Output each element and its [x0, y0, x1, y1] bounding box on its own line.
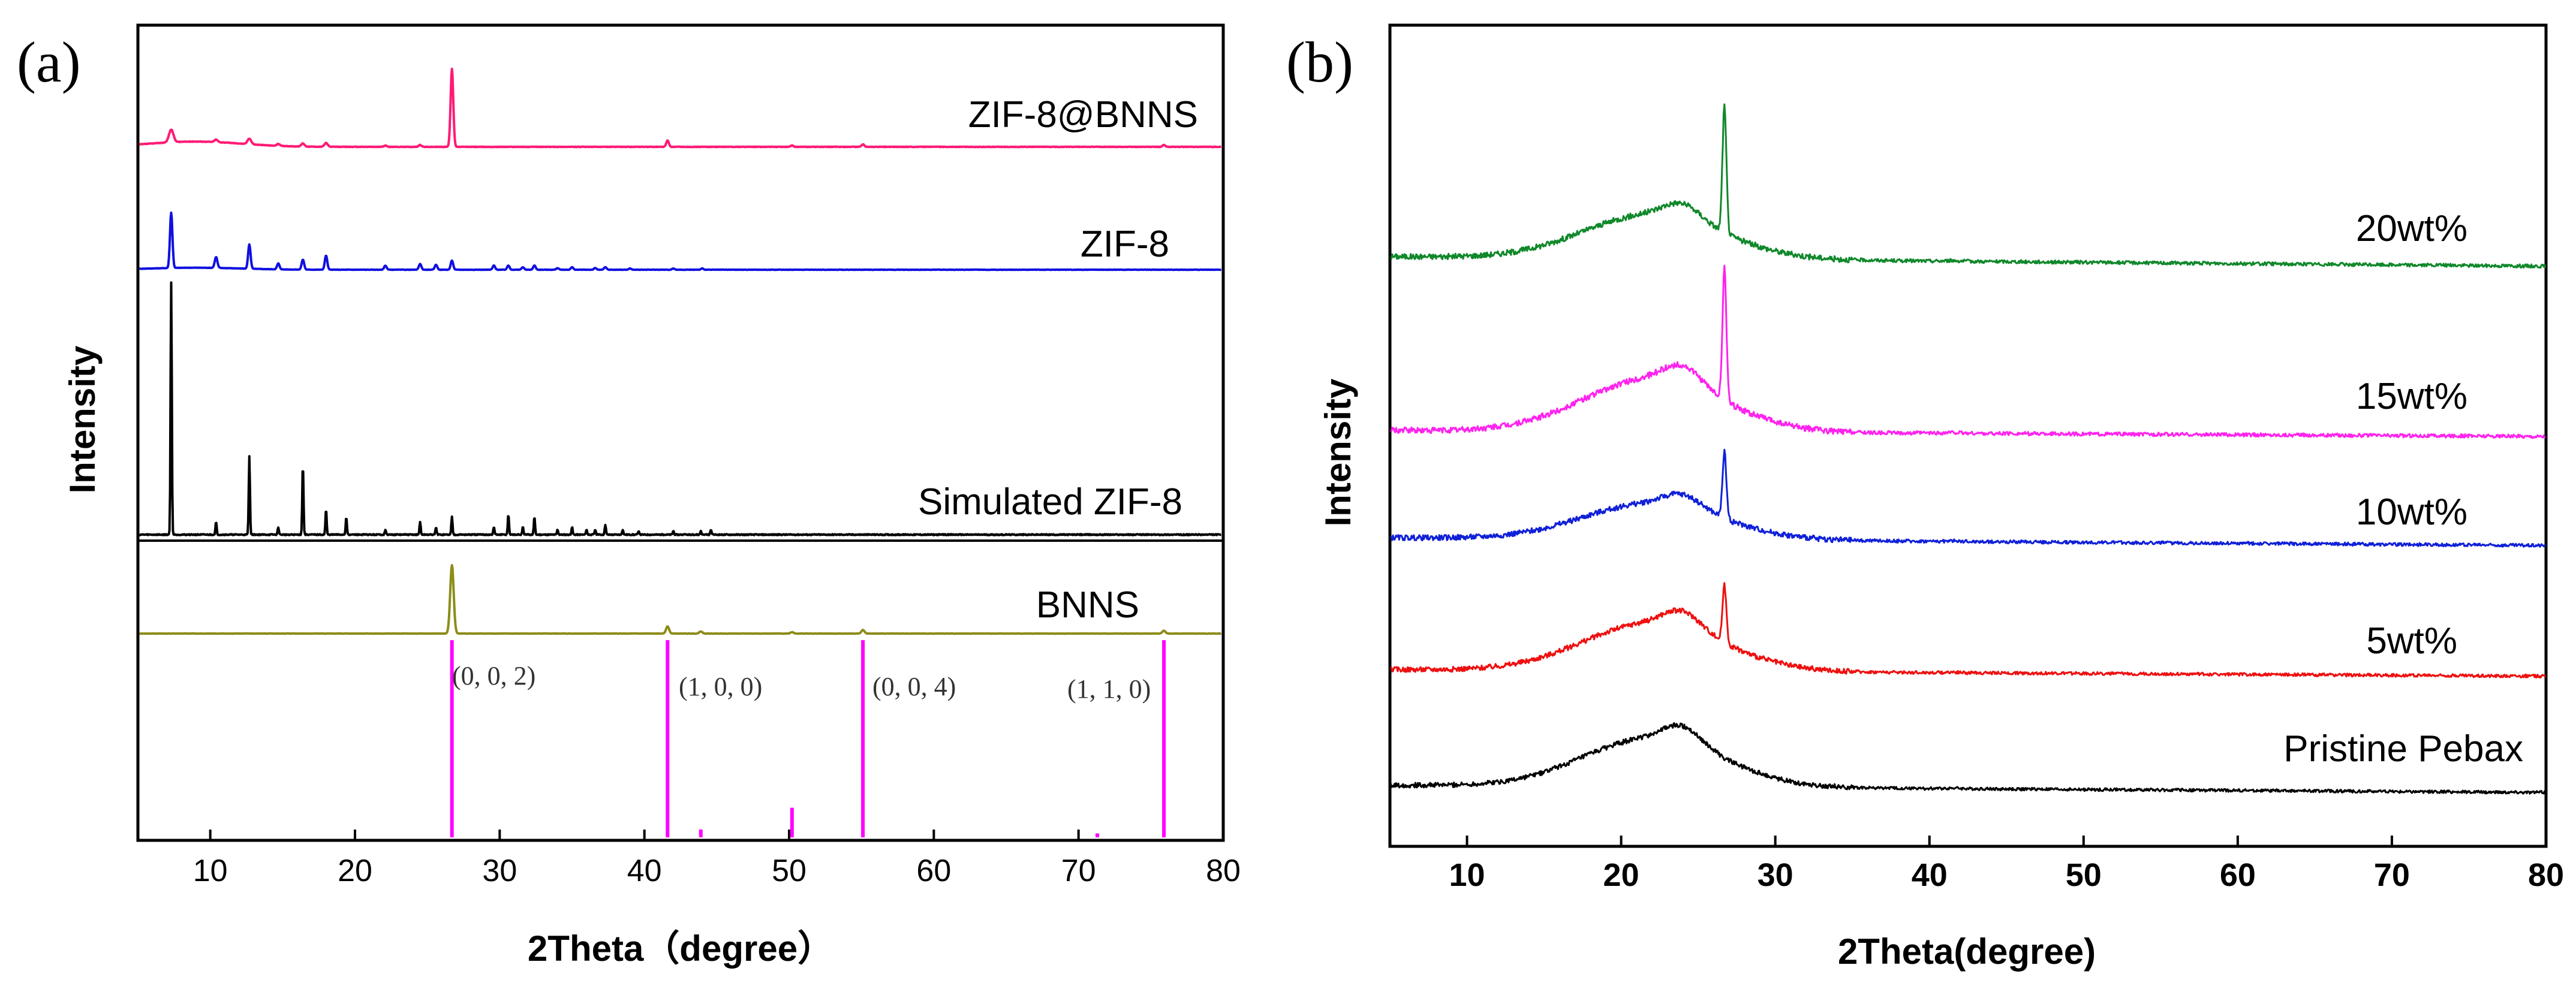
x-tick-label: 40 — [627, 854, 662, 888]
x-tick-label: 50 — [2066, 857, 2102, 893]
series-line-15wt — [1391, 264, 2546, 439]
panel-a-x-axis-label: 2Theta（degree） — [528, 928, 833, 969]
series-label-zif8-bnns: ZIF-8@BNNS — [968, 94, 1198, 135]
panel-a-y-axis-label: Intensity — [62, 345, 103, 493]
series-line-simulated-zif-8 — [139, 281, 1222, 536]
panel-a-x-ticks: 10 20 30 40 50 60 70 80 — [193, 830, 1241, 888]
x-tick-label: 80 — [2528, 857, 2564, 893]
x-tick-label: 30 — [482, 854, 517, 888]
panel-b-x-ticks: 10 20 30 40 50 60 70 80 — [1449, 836, 2564, 893]
panel-b-frame — [1388, 23, 2548, 848]
series-line-bnns — [139, 564, 1222, 635]
series-label-pristine-pebax: Pristine Pebax — [2283, 728, 2523, 770]
x-tick-label: 10 — [193, 854, 228, 888]
annotation-100: (1, 0, 0) — [679, 672, 762, 701]
x-tick-label: 20 — [1603, 857, 1639, 893]
annotation-110: (1, 1, 0) — [1067, 674, 1151, 704]
panel-b-x-axis-label: 2Theta(degree) — [1838, 931, 2096, 972]
x-tick-label: 60 — [916, 854, 951, 888]
series-line-pristine-pebax — [1389, 722, 2546, 795]
panel-b-label: (b) — [1286, 30, 1353, 94]
panel-b: (b) 10 20 30 40 50 60 70 80 20wt% 15wt% 10wt% 5… — [1286, 23, 2564, 972]
x-tick-label: 70 — [1061, 854, 1096, 888]
annotation-002: (0, 0, 2) — [452, 661, 535, 690]
panel-a-frame — [136, 23, 1225, 842]
series-label-5wt: 5wt% — [2366, 620, 2457, 662]
series-label-zif8: ZIF-8 — [1081, 224, 1169, 265]
x-tick-label: 30 — [1758, 857, 1793, 893]
panel-b-y-axis-label: Intensity — [1318, 378, 1358, 526]
panel-b-curves — [1389, 103, 2547, 795]
series-label-bnns: BNNS — [1036, 584, 1139, 626]
series-label-simulated-zif8: Simulated ZIF-8 — [918, 481, 1182, 523]
x-tick-label: 70 — [2374, 857, 2410, 893]
series-line-zif-8-bnns — [139, 67, 1222, 149]
panel-a-label: (a) — [17, 30, 81, 94]
series-line-zif-8 — [139, 211, 1222, 272]
panel-a-reference-sticks — [450, 640, 1166, 837]
series-label-20wt: 20wt% — [2356, 208, 2467, 249]
series-line-10wt — [1390, 448, 2546, 548]
series-line-5wt — [1390, 582, 2547, 679]
panel-a-curves — [139, 67, 1222, 635]
series-label-10wt: 10wt% — [2356, 492, 2467, 533]
x-tick-label: 20 — [338, 854, 372, 888]
x-tick-label: 40 — [1912, 857, 1948, 893]
panel-a: (a) 10 20 30 40 50 60 70 80 ZIF-8@BNNS ZIF-8 Si… — [17, 23, 1241, 969]
x-tick-label: 10 — [1449, 857, 1485, 893]
x-tick-label: 50 — [772, 854, 806, 888]
series-label-15wt: 15wt% — [2356, 376, 2467, 417]
series-line-20wt — [1390, 103, 2547, 269]
annotation-004: (0, 0, 4) — [872, 672, 956, 701]
x-tick-label: 60 — [2220, 857, 2256, 893]
x-tick-label: 80 — [1206, 854, 1241, 888]
